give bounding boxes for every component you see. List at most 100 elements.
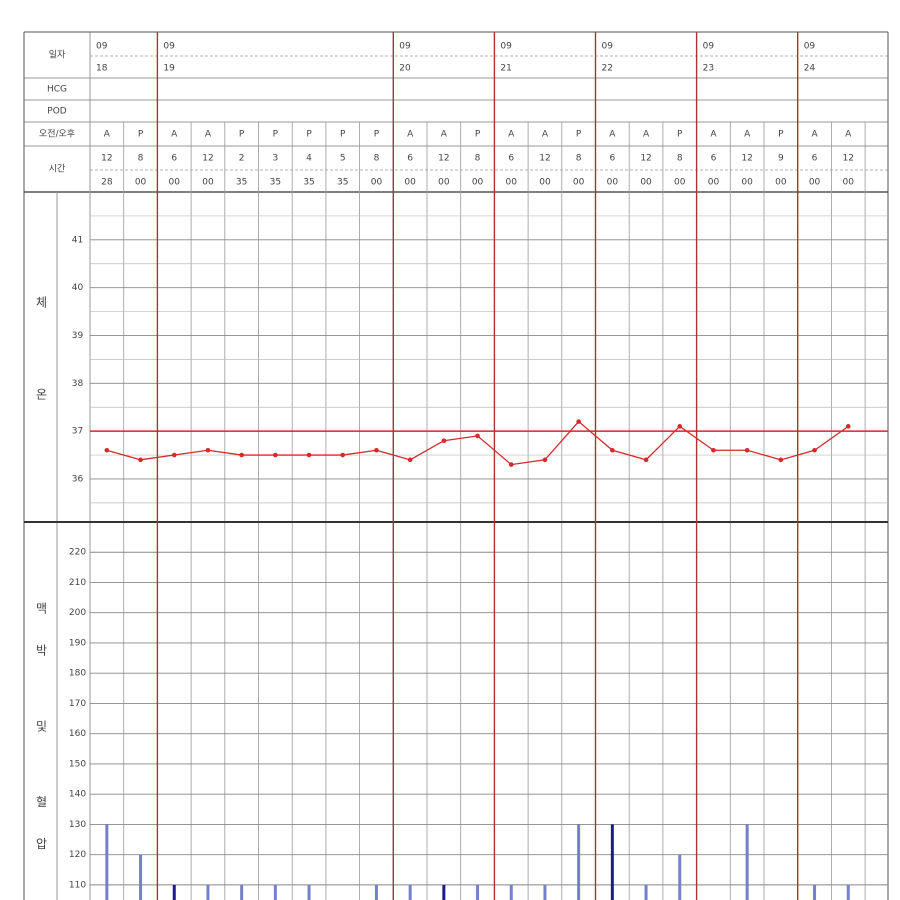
bar xyxy=(678,854,682,900)
bar xyxy=(813,884,817,900)
hour: 6 xyxy=(508,154,514,164)
date-day: 20 xyxy=(399,64,411,74)
temperature-point xyxy=(845,424,851,429)
y-tick-label: 220 xyxy=(69,548,86,558)
temperature-point xyxy=(306,452,312,458)
hour: 12 xyxy=(843,154,854,164)
row-label: 오전/오후 xyxy=(39,129,75,140)
bar xyxy=(273,884,277,900)
minute: 00 xyxy=(775,178,787,188)
bar xyxy=(610,824,614,900)
bar xyxy=(644,884,648,900)
minute: 00 xyxy=(135,178,147,188)
temperature-point xyxy=(643,457,649,463)
y-tick-label: 140 xyxy=(69,790,86,800)
minute: 35 xyxy=(337,178,348,188)
date-day: 24 xyxy=(804,64,816,74)
date-month: 09 xyxy=(602,42,614,52)
temperature-point xyxy=(508,462,514,467)
date-day: 23 xyxy=(703,64,714,74)
date-month: 09 xyxy=(399,42,411,52)
minute: 00 xyxy=(809,178,821,188)
y-tick-label: 150 xyxy=(69,759,86,769)
ampm: A xyxy=(811,130,818,140)
ampm: P xyxy=(340,130,346,140)
ampm: A xyxy=(643,130,650,140)
y-tick-label: 39 xyxy=(72,331,84,341)
y-tick-label: 110 xyxy=(69,880,86,890)
y-tick-label: 40 xyxy=(72,283,84,293)
y-tick-label: 130 xyxy=(69,820,86,830)
hour: 9 xyxy=(778,154,784,164)
bar xyxy=(543,884,547,900)
sheet: 일자HCGPOD오전/오후시간0918091909200921092209230… xyxy=(23,31,889,900)
ampm: P xyxy=(239,130,245,140)
date-month: 09 xyxy=(163,42,175,52)
ampm: A xyxy=(104,130,111,140)
hour: 8 xyxy=(475,154,481,164)
minute: 00 xyxy=(169,178,181,188)
temperature-point xyxy=(407,457,413,463)
y-tick-label: 41 xyxy=(72,235,83,245)
minute: 00 xyxy=(741,178,753,188)
temperature-point xyxy=(138,457,143,463)
bar xyxy=(139,854,143,900)
hour: 5 xyxy=(340,154,346,164)
minute: 35 xyxy=(236,178,247,188)
minute: 00 xyxy=(674,178,686,188)
hour: 8 xyxy=(677,154,683,164)
temperature-point xyxy=(744,447,750,453)
ampm: P xyxy=(138,130,144,140)
minute: 00 xyxy=(539,178,551,188)
temperature-point xyxy=(576,419,581,424)
bar xyxy=(172,884,176,900)
temperature-point xyxy=(273,452,278,458)
hour: 6 xyxy=(407,154,413,164)
ampm: P xyxy=(306,130,312,140)
y-tick-label: 38 xyxy=(72,379,84,389)
y-tick-label: 120 xyxy=(69,850,86,860)
ampm: P xyxy=(374,130,380,140)
hour: 6 xyxy=(171,154,177,164)
bar xyxy=(240,884,244,900)
ampm: P xyxy=(273,130,279,140)
temperature-point xyxy=(542,457,548,463)
ampm: P xyxy=(475,130,481,140)
hour: 2 xyxy=(239,154,245,164)
temperature-point xyxy=(677,424,683,429)
hour: 6 xyxy=(812,154,818,164)
date-day: 21 xyxy=(500,64,511,74)
section-label: 체온 xyxy=(34,296,48,480)
hour: 12 xyxy=(101,154,112,164)
y-tick-label: 160 xyxy=(69,729,86,739)
bar xyxy=(206,884,210,900)
y-tick-label: 170 xyxy=(69,699,86,709)
temperature-point xyxy=(340,452,346,458)
minute: 00 xyxy=(506,178,518,188)
temperature-point xyxy=(104,447,110,453)
minute: 00 xyxy=(472,178,484,188)
bar xyxy=(307,884,311,900)
minute: 00 xyxy=(843,178,855,188)
ampm: A xyxy=(542,130,549,140)
ampm: A xyxy=(609,130,616,140)
temperature-point xyxy=(778,457,784,463)
hour: 6 xyxy=(609,154,615,164)
minute: 00 xyxy=(371,178,383,188)
bar xyxy=(476,884,480,900)
y-tick-label: 37 xyxy=(72,427,83,437)
temperature-point xyxy=(441,438,447,443)
hour: 3 xyxy=(272,154,278,164)
y-tick-label: 210 xyxy=(69,578,86,588)
minute: 00 xyxy=(607,178,619,188)
ampm: A xyxy=(508,130,515,140)
hour: 12 xyxy=(438,154,449,164)
date-month: 09 xyxy=(804,42,816,52)
y-tick-label: 190 xyxy=(69,638,86,648)
minute: 35 xyxy=(270,178,281,188)
bar xyxy=(374,884,378,900)
bar xyxy=(105,824,109,900)
minute: 00 xyxy=(640,178,652,188)
ampm: P xyxy=(677,130,683,140)
